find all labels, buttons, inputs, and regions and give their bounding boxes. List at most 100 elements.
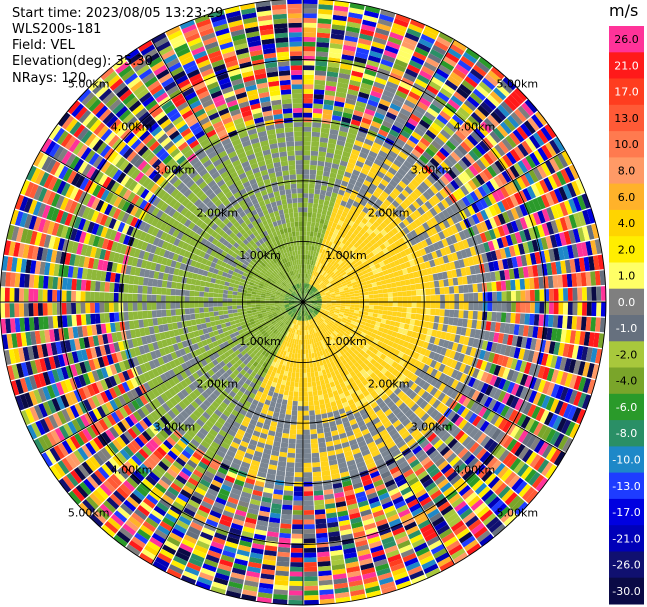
velocity-gate (315, 179, 322, 185)
velocity-gate (308, 290, 312, 295)
velocity-gate (472, 283, 478, 293)
velocity-gate (315, 174, 323, 181)
velocity-gate (315, 414, 322, 420)
velocity-gate (405, 68, 419, 78)
velocity-gate (412, 271, 419, 278)
velocity-gate (461, 156, 472, 168)
velocity-gate (457, 59, 472, 72)
velocity-gate (532, 167, 543, 181)
velocity-gate (316, 532, 328, 539)
velocity-gate (444, 309, 450, 317)
velocity-gate (554, 203, 564, 218)
velocity-gate (435, 265, 442, 273)
velocity-gate (278, 389, 285, 395)
velocity-gate (324, 94, 335, 101)
velocity-gate (405, 312, 412, 319)
velocity-gate (582, 226, 590, 241)
velocity-gate (559, 232, 567, 246)
velocity-gate (499, 270, 506, 281)
velocity-gate (314, 84, 325, 90)
velocity-gate (303, 448, 311, 454)
velocity-gate (405, 285, 412, 291)
velocity-gate (377, 67, 391, 77)
velocity-gate (314, 283, 319, 288)
velocity-gate (360, 28, 375, 37)
velocity-gate (309, 174, 316, 180)
velocity-gate (568, 389, 578, 405)
velocity-gate (465, 266, 472, 276)
velocity-gate (497, 213, 506, 225)
velocity-gate (313, 98, 324, 105)
velocity-gate (336, 302, 341, 304)
velocity-gate (338, 313, 344, 318)
velocity-gate (450, 165, 461, 177)
velocity-gate (536, 264, 543, 277)
velocity-gate (425, 288, 431, 295)
velocity-gate (330, 33, 345, 40)
velocity-gate (289, 362, 294, 368)
velocity-gate (296, 439, 303, 444)
velocity-gate (342, 317, 348, 322)
velocity-gate (280, 384, 286, 390)
velocity-gate (453, 285, 459, 294)
velocity-gate (347, 182, 355, 190)
velocity-gate (466, 96, 480, 108)
velocity-gate (486, 311, 493, 321)
velocity-gate (327, 285, 333, 289)
velocity-gate (314, 499, 325, 506)
velocity-gate (429, 336, 436, 344)
velocity-gate (316, 423, 323, 430)
velocity-gate (478, 140, 490, 153)
velocity-gate (359, 33, 373, 41)
velocity-gate (309, 292, 314, 296)
velocity-gate (303, 283, 305, 288)
velocity-gate (372, 36, 387, 45)
velocity-gate (303, 259, 306, 265)
velocity-gate (335, 280, 341, 285)
velocity-gate (316, 32, 331, 39)
velocity-gate (308, 391, 313, 397)
velocity-gate (497, 333, 505, 344)
velocity-gate (410, 178, 420, 188)
velocity-gate (426, 161, 437, 171)
velocity-gate (438, 279, 445, 288)
velocity-gate (414, 46, 429, 57)
velocity-gate (458, 335, 466, 345)
velocity-gate (445, 51, 460, 64)
velocity-gate (550, 205, 560, 219)
velocity-gate (369, 50, 383, 59)
velocity-gate (553, 188, 564, 203)
velocity-gate (320, 283, 325, 287)
velocity-gate (469, 328, 476, 338)
velocity-gate (307, 303, 312, 307)
velocity-gate (398, 50, 412, 60)
velocity-gate (394, 232, 402, 240)
velocity-gate (319, 281, 324, 287)
velocity-gate (378, 129, 389, 138)
velocity-gate (286, 457, 295, 463)
velocity-gate (588, 332, 595, 347)
velocity-gate (419, 194, 428, 204)
velocity-gate (468, 293, 474, 302)
velocity-gate (328, 313, 334, 317)
velocity-gate (414, 78, 428, 89)
velocity-gate (514, 108, 527, 123)
velocity-gate (552, 315, 559, 328)
velocity-gate (354, 265, 361, 271)
velocity-gate (440, 199, 450, 209)
velocity-gate (395, 281, 402, 287)
velocity-gate (304, 268, 307, 274)
velocity-gate (530, 338, 537, 351)
velocity-gate (344, 308, 350, 312)
velocity-gate (418, 38, 433, 49)
velocity-gate (411, 296, 417, 302)
velocity-gate (419, 70, 433, 81)
velocity-gate (308, 284, 311, 289)
velocity-gate (315, 523, 327, 529)
velocity-gate (390, 242, 398, 250)
velocity-gate (406, 95, 419, 105)
velocity-gate (304, 538, 316, 544)
velocity-gate (325, 267, 330, 273)
velocity-gate (350, 173, 359, 181)
velocity-gate (416, 123, 428, 133)
